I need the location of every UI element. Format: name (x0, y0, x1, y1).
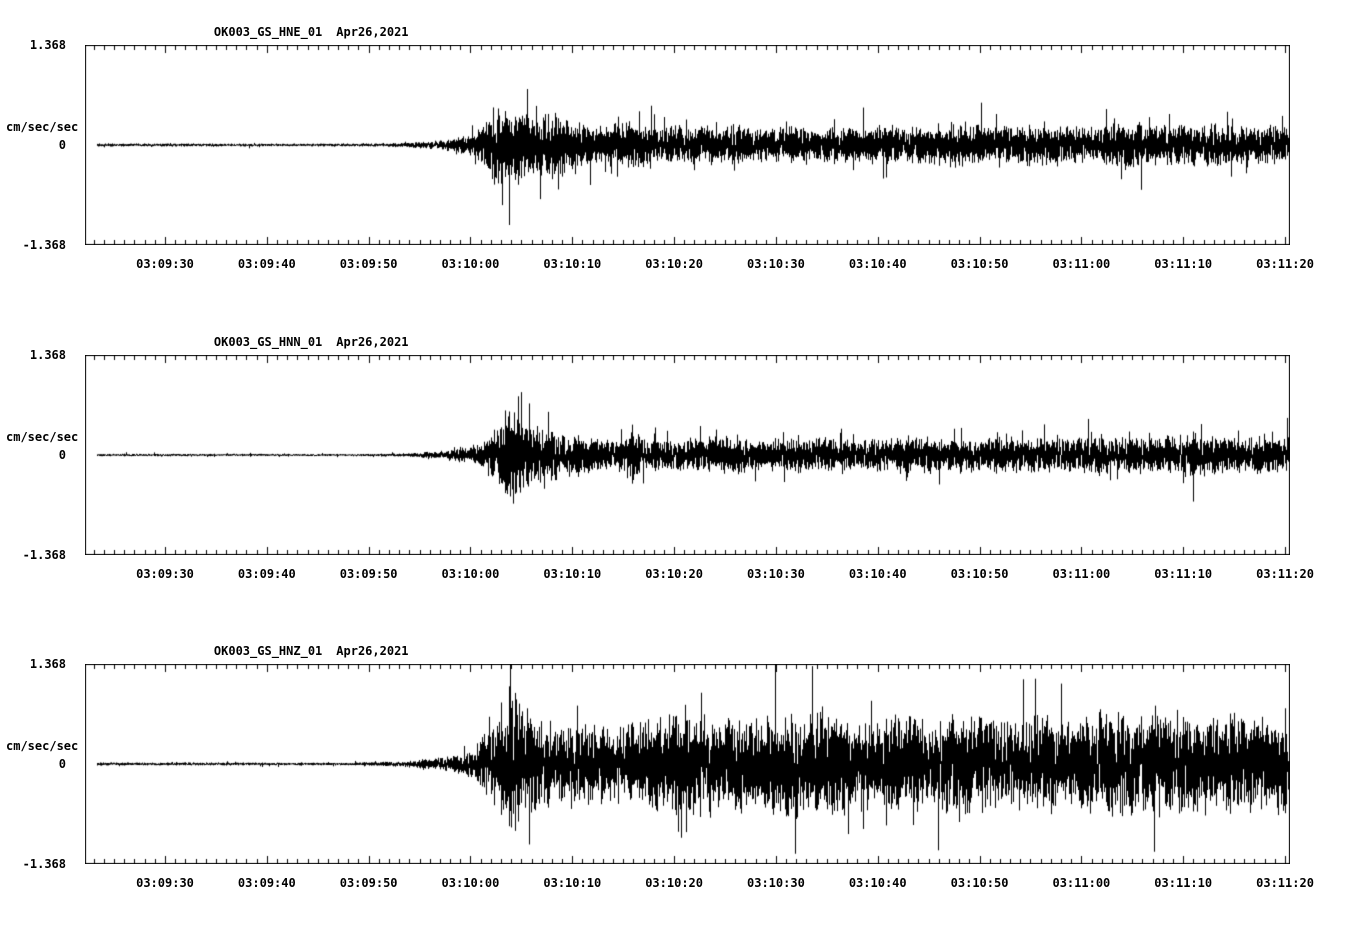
panel-title: OK003_GS_HNZ_01 Apr26,2021 (185, 630, 409, 672)
x-tick-label: 03:10:50 (950, 876, 1009, 890)
seismogram-panel-hne: OK003_GS_HNE_01 Apr26,2021 1.368 cm/sec/s… (0, 8, 1358, 308)
x-tick-label: 03:10:40 (848, 876, 907, 890)
x-tick-label: 03:09:50 (339, 257, 398, 271)
x-tick-label: 03:10:30 (747, 567, 805, 581)
x-axis-tick-labels: 03:09:30 03:09:40 03:09:50 03:10:00 03:10:10… (0, 567, 1358, 583)
x-tick-label: 03:11:20 (1256, 567, 1314, 581)
x-tick-label: 03:11:00 (1052, 567, 1111, 581)
y-axis-unit-label: cm/sec/sec (6, 430, 79, 444)
x-tick-label: 03:10:00 (441, 876, 500, 890)
x-tick-label: 03:10:20 (645, 876, 703, 890)
y-max-tick-label: 1.368 (29, 38, 66, 52)
seismogram-panel-hnn: OK003_GS_HNN_01 Apr26,2021 1.368 cm/sec/s… (0, 318, 1358, 618)
x-tick-label: 03:10:50 (950, 257, 1009, 271)
x-tick-label: 03:09:50 (339, 876, 398, 890)
x-tick-label: 03:10:40 (848, 567, 907, 581)
x-tick-label: 03:09:50 (339, 567, 398, 581)
x-axis-tick-labels: 03:09:30 03:09:40 03:09:50 03:10:00 03:10:10… (0, 257, 1358, 273)
x-tick-label: 03:09:40 (237, 876, 296, 890)
x-tick-label: 03:09:40 (237, 257, 296, 271)
y-min-tick-label: -1.368 (22, 857, 66, 871)
x-tick-label: 03:11:00 (1052, 876, 1111, 890)
x-tick-label: 03:10:10 (543, 876, 602, 890)
x-tick-label: 03:10:00 (441, 567, 500, 581)
panel-date-label: Apr26,2021 (336, 644, 409, 658)
x-tick-label: 03:10:20 (645, 257, 703, 271)
x-tick-label: 03:11:10 (1154, 257, 1213, 271)
x-tick-label: 03:10:40 (848, 257, 907, 271)
x-tick-label: 03:10:00 (441, 257, 500, 271)
x-tick-label: 03:11:10 (1154, 567, 1213, 581)
x-tick-label: 03:11:10 (1154, 876, 1213, 890)
y-zero-tick-label: 0 (58, 448, 66, 462)
x-tick-label: 03:11:20 (1256, 876, 1314, 890)
y-zero-tick-label: 0 (58, 138, 66, 152)
channel-id-label: OK003_GS_HNN_01 (213, 335, 323, 349)
x-tick-label: 03:09:40 (237, 567, 296, 581)
x-tick-label: 03:10:10 (543, 257, 602, 271)
seismogram-panel-hnz: OK003_GS_HNZ_01 Apr26,2021 1.368 cm/sec/s… (0, 627, 1358, 927)
x-tick-label: 03:10:30 (747, 257, 805, 271)
panel-date-label: Apr26,2021 (336, 25, 409, 39)
channel-id-label: OK003_GS_HNE_01 (213, 25, 323, 39)
x-tick-label: 03:09:30 (136, 876, 194, 890)
y-max-tick-label: 1.368 (29, 657, 66, 671)
x-tick-label: 03:10:30 (747, 876, 805, 890)
x-tick-label: 03:10:50 (950, 567, 1009, 581)
y-min-tick-label: -1.368 (22, 238, 66, 252)
channel-id-label: OK003_GS_HNZ_01 (213, 644, 323, 658)
panel-date-label: Apr26,2021 (336, 335, 409, 349)
x-tick-label: 03:11:00 (1052, 257, 1111, 271)
y-min-tick-label: -1.368 (22, 548, 66, 562)
panel-title: OK003_GS_HNN_01 Apr26,2021 (185, 321, 409, 363)
x-tick-label: 03:10:10 (543, 567, 602, 581)
waveform-canvas-hnz (85, 664, 1290, 864)
y-max-tick-label: 1.368 (29, 348, 66, 362)
y-axis-unit-label: cm/sec/sec (6, 120, 79, 134)
x-tick-label: 03:11:20 (1256, 257, 1314, 271)
waveform-canvas-hnn (85, 355, 1290, 555)
panel-title: OK003_GS_HNE_01 Apr26,2021 (185, 11, 409, 53)
x-tick-label: 03:09:30 (136, 257, 194, 271)
x-axis-tick-labels: 03:09:30 03:09:40 03:09:50 03:10:00 03:10:10… (0, 876, 1358, 892)
y-axis-unit-label: cm/sec/sec (6, 739, 79, 753)
x-tick-label: 03:09:30 (136, 567, 194, 581)
y-zero-tick-label: 0 (58, 757, 66, 771)
waveform-canvas-hne (85, 45, 1290, 245)
x-tick-label: 03:10:20 (645, 567, 703, 581)
